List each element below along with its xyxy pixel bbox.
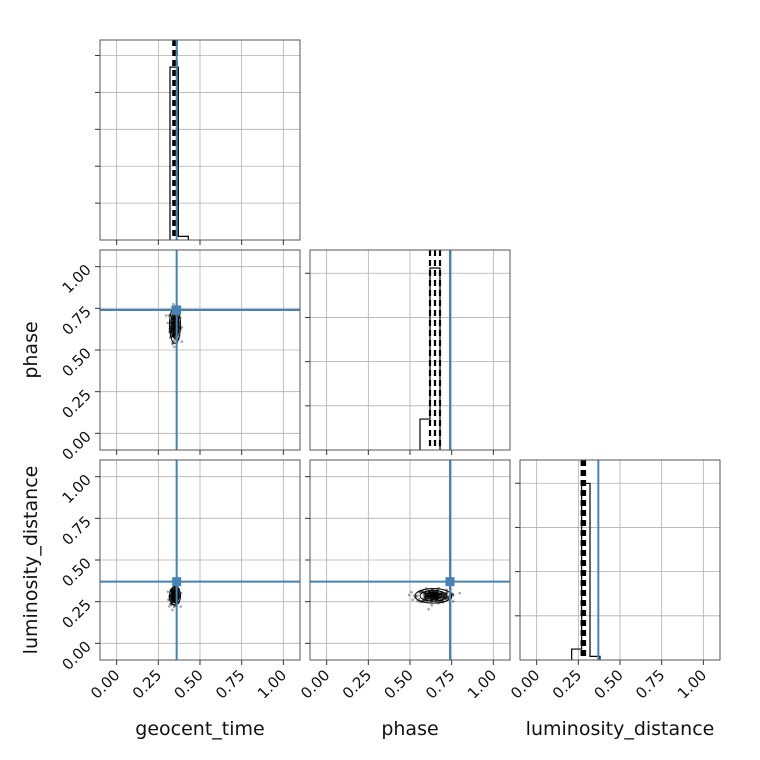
density-contour: [169, 586, 181, 606]
y-tick-label: 0.00: [58, 427, 94, 463]
x-tick-label: 0.75: [212, 666, 248, 702]
x-tick-label: 0.50: [170, 666, 206, 702]
y-tick-label: 0.25: [58, 596, 94, 632]
scatter-panel-phase-vs-luminosity-distance: 0.00 0.25 0.50 0.75 1.00: [297, 459, 511, 702]
y-axis-label-phase: phase: [20, 321, 42, 378]
y-tick-label: 1.00: [58, 261, 94, 297]
y-tick-label: 0.50: [58, 344, 94, 380]
x-axis-label-phase: phase: [381, 718, 438, 740]
x-tick-label: 1.00: [464, 666, 500, 702]
sample-point: [458, 591, 461, 595]
sample-point: [430, 604, 434, 607]
sample-point: [445, 591, 449, 594]
sample-point: [172, 339, 176, 342]
x-tick-label: 1.00: [674, 666, 710, 702]
sample-point: [416, 594, 419, 597]
sample-point: [407, 593, 411, 597]
sample-point: [179, 605, 182, 608]
sample-point: [164, 314, 168, 317]
sample-point: [441, 596, 445, 600]
density-contour: [424, 592, 443, 600]
sample-point: [410, 590, 413, 594]
sample-point: [172, 302, 175, 306]
x-tick-label: 0.25: [129, 666, 165, 702]
sample-point: [442, 594, 446, 598]
histogram-panel-geocent-time: [95, 39, 301, 245]
x-tick-label: 0.75: [632, 666, 668, 702]
x-axis-label-luminosity-distance: luminosity_distance: [526, 718, 715, 740]
density-contour: [419, 590, 448, 602]
truth-marker: [172, 577, 182, 587]
x-tick-label: 0.00: [87, 666, 123, 702]
sample-point: [443, 593, 446, 596]
x-tick-label: 0.25: [339, 666, 375, 702]
panels: 0.00 0.25 0.50 0.75 1.000.000.250.500.751.00…: [58, 39, 721, 702]
sample-point: [172, 605, 176, 609]
x-tick-label: 0.50: [590, 666, 626, 702]
y-tick-label: 0.50: [58, 554, 94, 590]
x-tick-label: 0.00: [297, 666, 333, 702]
sample-point: [451, 594, 455, 597]
sample-point: [443, 593, 446, 597]
sample-point: [172, 334, 176, 337]
x-tick-label: 1.00: [254, 666, 290, 702]
y-axis-labels: phase luminosity_distance: [20, 321, 42, 654]
sample-point: [446, 595, 450, 599]
sample-point: [451, 600, 455, 603]
sample-point: [441, 596, 445, 600]
sample-point: [169, 603, 173, 606]
sample-point: [442, 594, 446, 598]
sample-point: [173, 334, 176, 337]
scatter-panel-geocent-time-vs-luminosity-distance: 0.00 0.25 0.50 0.75 1.000.000.250.500.751.00: [58, 459, 301, 702]
x-axis-labels: geocent_time phase luminosity_distance: [135, 718, 714, 740]
sample-point: [166, 321, 170, 325]
sample-point: [168, 605, 171, 608]
sample-point: [173, 334, 176, 337]
y-axis-label-luminosity-distance: luminosity_distance: [20, 466, 42, 655]
density-contour: [170, 588, 180, 603]
sample-point: [167, 598, 170, 601]
sample-points: [407, 586, 461, 611]
truth-marker: [445, 577, 455, 587]
sample-point: [427, 607, 430, 611]
y-tick-label: 0.75: [58, 512, 94, 548]
x-tick-label: 0.75: [422, 666, 458, 702]
sample-point: [441, 593, 445, 596]
sample-point: [168, 602, 172, 605]
sample-point: [166, 590, 170, 593]
y-tick-label: 0.75: [58, 302, 94, 338]
sample-point: [440, 591, 443, 595]
sample-point: [418, 590, 422, 594]
sample-point: [172, 345, 176, 349]
y-tick-label: 1.00: [58, 471, 94, 507]
sample-point: [180, 326, 184, 329]
y-tick-label: 0.25: [58, 386, 94, 422]
sample-point: [451, 593, 455, 596]
sample-point: [171, 608, 174, 612]
y-tick-label: 0.00: [58, 637, 94, 673]
x-axis-label-geocent-time: geocent_time: [135, 718, 264, 740]
truth-marker: [172, 305, 182, 315]
sample-point: [441, 594, 445, 598]
sample-point: [180, 340, 184, 343]
sample-point: [171, 342, 174, 346]
sample-point: [173, 334, 176, 338]
histogram-panel-phase: [305, 249, 511, 455]
density-contour: [414, 588, 453, 604]
density-core: [426, 593, 441, 599]
x-tick-label: 0.00: [507, 666, 543, 702]
x-tick-label: 0.25: [549, 666, 585, 702]
x-tick-label: 0.50: [380, 666, 416, 702]
sample-point: [411, 598, 414, 602]
histogram-panel-luminosity-distance: 0.00 0.25 0.50 0.75 1.00: [507, 459, 721, 702]
sample-point: [446, 596, 450, 600]
histogram-step: [169, 66, 189, 240]
sample-point: [451, 593, 455, 596]
sample-point: [442, 595, 446, 598]
scatter-panel-geocent-time-vs-phase: 0.00 0.25 0.50 0.75 1.00: [58, 249, 301, 464]
